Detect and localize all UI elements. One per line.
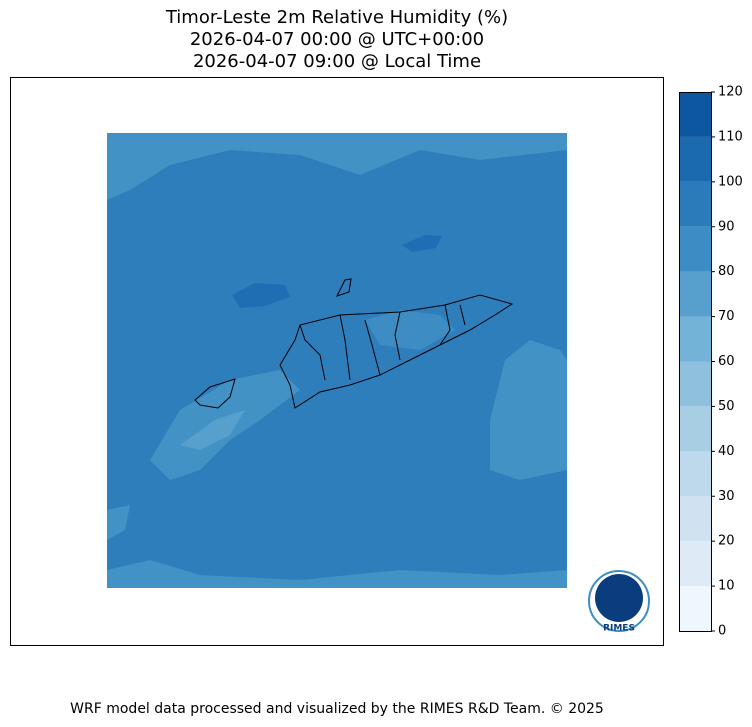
colorbar-tick-label: 120 [718, 85, 743, 100]
colorbar-band [679, 451, 711, 497]
footer: WRF model data processed and visualized … [70, 701, 604, 717]
map-field [107, 133, 567, 588]
colorbar-band [679, 92, 711, 137]
title-line: 2026-04-07 09:00 @ Local Time [193, 51, 481, 72]
colorbar-band [679, 541, 711, 587]
colorbar-band [679, 136, 711, 182]
colorbar-tick-label: 110 [718, 129, 743, 144]
field-patch [180, 410, 245, 450]
field-base [107, 133, 567, 588]
field-patch [365, 310, 455, 350]
colorbar-band [679, 181, 711, 227]
colorbar-tick-label: 60 [718, 354, 735, 369]
field-patch [402, 235, 442, 252]
colorbar-band [679, 586, 711, 631]
colorbar-tick-label: 30 [718, 489, 735, 504]
colorbar-tick-label: 70 [718, 309, 735, 324]
colorbar-tick-label: 80 [718, 264, 735, 279]
colorbar-band [679, 271, 711, 317]
colorbar-tick-label: 50 [718, 399, 735, 414]
field-patch [232, 283, 290, 308]
title-line: 2026-04-07 00:00 @ UTC+00:00 [190, 29, 484, 50]
colorbar-band [679, 361, 711, 407]
colorbar-tick-label: 90 [718, 219, 735, 234]
colorbar-tick-label: 40 [718, 444, 735, 459]
logo-text: RIMES [603, 624, 635, 634]
boundaries [194, 278, 514, 409]
field-patch [490, 340, 567, 480]
colorbar: 0 10 20 30 40 50 60 70 80 90 100 110 120 [679, 85, 743, 639]
colorbar-band [679, 226, 711, 272]
field-patch [107, 133, 567, 200]
colorbar-band [679, 496, 711, 542]
title-line: Timor-Leste 2m Relative Humidity (%) [165, 7, 508, 28]
colorbar-tick-label: 0 [718, 624, 726, 639]
colorbar-tick-label: 100 [718, 174, 743, 189]
colorbar-band [679, 316, 711, 362]
field-patch [107, 505, 567, 588]
logo: RIMES [588, 570, 650, 634]
colorbar-tick-label: 10 [718, 579, 735, 594]
colorbar-band [679, 406, 711, 452]
colorbar-tick-label: 20 [718, 534, 735, 549]
